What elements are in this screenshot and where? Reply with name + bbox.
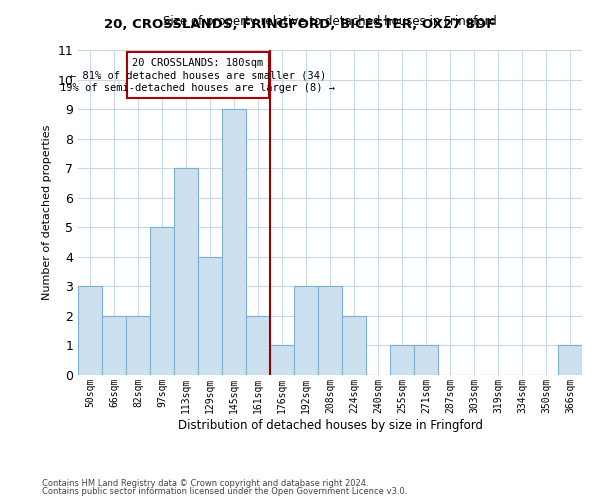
Bar xyxy=(126,316,150,375)
Text: Contains HM Land Registry data © Crown copyright and database right 2024.: Contains HM Land Registry data © Crown c… xyxy=(42,478,368,488)
Bar xyxy=(270,346,294,375)
Bar xyxy=(558,346,582,375)
Bar xyxy=(78,286,102,375)
Bar xyxy=(198,257,222,375)
Bar xyxy=(294,286,318,375)
Text: 20 CROSSLANDS: 180sqm: 20 CROSSLANDS: 180sqm xyxy=(133,58,263,68)
Bar xyxy=(246,316,270,375)
Text: Contains public sector information licensed under the Open Government Licence v3: Contains public sector information licen… xyxy=(42,487,407,496)
FancyBboxPatch shape xyxy=(127,52,269,98)
Bar xyxy=(414,346,438,375)
Title: Size of property relative to detached houses in Fringford: Size of property relative to detached ho… xyxy=(163,15,497,28)
Y-axis label: Number of detached properties: Number of detached properties xyxy=(42,125,52,300)
Bar xyxy=(318,286,342,375)
Bar xyxy=(174,168,198,375)
Bar xyxy=(150,228,174,375)
Text: 20, CROSSLANDS, FRINGFORD, BICESTER, OX27 8DF: 20, CROSSLANDS, FRINGFORD, BICESTER, OX2… xyxy=(104,18,496,30)
Bar xyxy=(342,316,366,375)
Bar xyxy=(222,109,246,375)
Text: 19% of semi-detached houses are larger (8) →: 19% of semi-detached houses are larger (… xyxy=(61,82,335,92)
Bar xyxy=(390,346,414,375)
Text: ← 81% of detached houses are smaller (34): ← 81% of detached houses are smaller (34… xyxy=(70,70,326,81)
Bar xyxy=(102,316,126,375)
X-axis label: Distribution of detached houses by size in Fringford: Distribution of detached houses by size … xyxy=(178,418,482,432)
